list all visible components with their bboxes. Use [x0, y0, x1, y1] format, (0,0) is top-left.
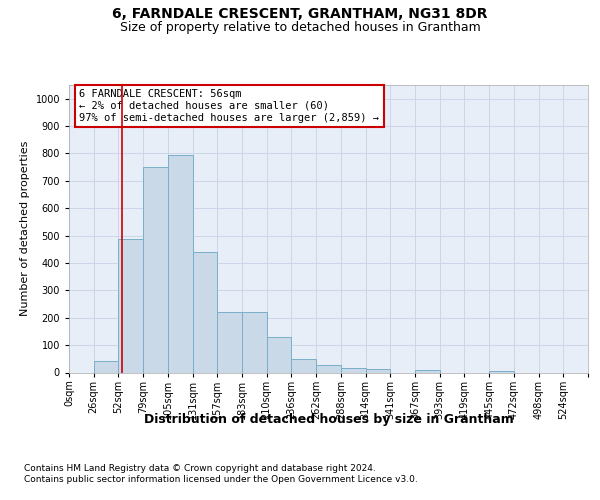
Bar — [415, 370, 440, 372]
Bar — [292, 359, 316, 372]
Y-axis label: Number of detached properties: Number of detached properties — [20, 141, 30, 316]
Bar — [267, 337, 292, 372]
Bar — [242, 312, 267, 372]
Text: 6 FARNDALE CRESCENT: 56sqm
← 2% of detached houses are smaller (60)
97% of semi-: 6 FARNDALE CRESCENT: 56sqm ← 2% of detac… — [79, 90, 379, 122]
Bar — [168, 155, 193, 372]
Text: Distribution of detached houses by size in Grantham: Distribution of detached houses by size … — [144, 412, 514, 426]
Bar — [341, 368, 365, 372]
Bar — [143, 167, 168, 372]
Text: Contains HM Land Registry data © Crown copyright and database right 2024.: Contains HM Land Registry data © Crown c… — [24, 464, 376, 473]
Bar — [94, 361, 118, 372]
Text: Size of property relative to detached houses in Grantham: Size of property relative to detached ho… — [119, 21, 481, 34]
Bar — [118, 239, 143, 372]
Bar — [316, 365, 341, 372]
Text: 6, FARNDALE CRESCENT, GRANTHAM, NG31 8DR: 6, FARNDALE CRESCENT, GRANTHAM, NG31 8DR — [112, 8, 488, 22]
Bar — [489, 370, 514, 372]
Text: Contains public sector information licensed under the Open Government Licence v3: Contains public sector information licen… — [24, 475, 418, 484]
Bar — [365, 369, 390, 372]
Bar — [217, 312, 242, 372]
Bar — [193, 252, 217, 372]
